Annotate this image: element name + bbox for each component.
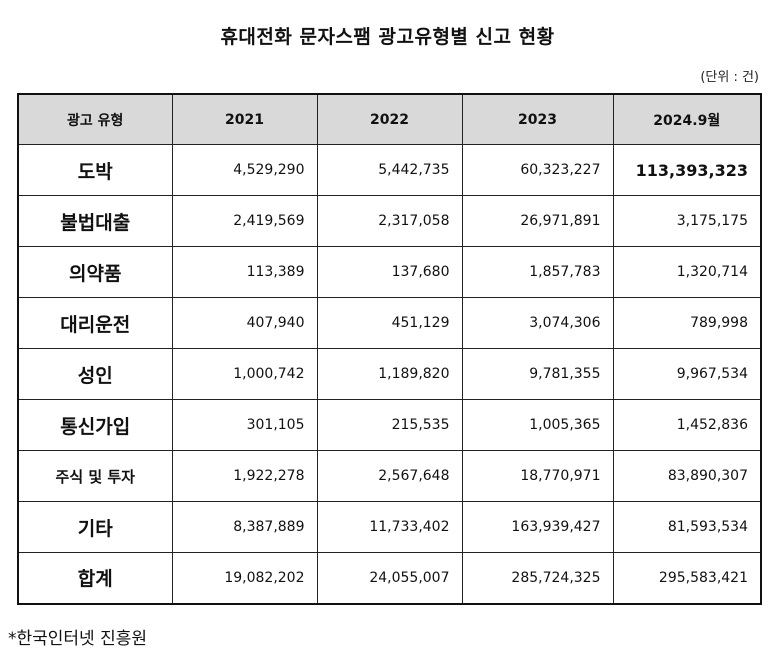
cell-2023: 1,005,365: [461, 399, 614, 451]
cell-2023: 163,939,427: [461, 501, 614, 553]
cell-2022: 11,733,402: [316, 501, 463, 553]
header-row: 광고 유형 2021 2022 2023 2024.9월: [17, 93, 762, 145]
cell-2022: 2,317,058: [316, 195, 463, 247]
source-note: *한국인터넷 진흥원: [8, 629, 148, 649]
cell-2021: 8,387,889: [171, 501, 318, 553]
cell-2023: 1,857,783: [461, 246, 614, 298]
cell-2024: 1,452,836: [612, 399, 762, 451]
cell-2024: 113,393,323: [612, 144, 762, 196]
cell-2024: 9,967,534: [612, 348, 762, 400]
unit-note: (단위 : 건): [700, 70, 759, 85]
table-row: 주식 및 투자 1,922,278 2,567,648 18,770,971 8…: [17, 450, 762, 502]
total-row: 합계 19,082,202 24,055,007 285,724,325 295…: [17, 552, 762, 604]
cell-2021: 301,105: [171, 399, 318, 451]
row-label: 기타: [17, 501, 173, 553]
cell-2024: 789,998: [612, 297, 762, 349]
cell-2023: 9,781,355: [461, 348, 614, 400]
cell-2021: 19,082,202: [171, 552, 318, 604]
header-ad-type: 광고 유형: [17, 93, 173, 145]
cell-2022: 1,189,820: [316, 348, 463, 400]
row-label: 성인: [17, 348, 173, 400]
cell-2022: 2,567,648: [316, 450, 463, 502]
cell-2023: 26,971,891: [461, 195, 614, 247]
cell-2022: 451,129: [316, 297, 463, 349]
spam-report-table: 광고 유형 2021 2022 2023 2024.9월 도박 4,529,29…: [17, 93, 762, 605]
cell-2023: 60,323,227: [461, 144, 614, 196]
table-row: 의약품 113,389 137,680 1,857,783 1,320,714: [17, 246, 762, 298]
cell-2021: 1,922,278: [171, 450, 318, 502]
cell-2024: 3,175,175: [612, 195, 762, 247]
row-label: 불법대출: [17, 195, 173, 247]
cell-2022: 5,442,735: [316, 144, 463, 196]
row-label: 대리운전: [17, 297, 173, 349]
cell-2022: 24,055,007: [316, 552, 463, 604]
cell-2021: 4,529,290: [171, 144, 318, 196]
cell-2024: 83,890,307: [612, 450, 762, 502]
table-row: 도박 4,529,290 5,442,735 60,323,227 113,39…: [17, 144, 762, 196]
cell-2021: 1,000,742: [171, 348, 318, 400]
table-row: 성인 1,000,742 1,189,820 9,781,355 9,967,5…: [17, 348, 762, 400]
header-2024: 2024.9월: [612, 93, 762, 145]
cell-2021: 2,419,569: [171, 195, 318, 247]
row-label: 통신가입: [17, 399, 173, 451]
row-label: 도박: [17, 144, 173, 196]
cell-2023: 285,724,325: [461, 552, 614, 604]
header-2022: 2022: [316, 93, 463, 145]
page-title: 휴대전화 문자스팸 광고유형별 신고 현황: [220, 26, 555, 48]
cell-2022: 137,680: [316, 246, 463, 298]
header-2021: 2021: [171, 93, 318, 145]
table-row: 기타 8,387,889 11,733,402 163,939,427 81,5…: [17, 501, 762, 553]
row-label: 의약품: [17, 246, 173, 298]
cell-2024: 295,583,421: [612, 552, 762, 604]
cell-2021: 407,940: [171, 297, 318, 349]
table-body: 도박 4,529,290 5,442,735 60,323,227 113,39…: [17, 144, 762, 604]
cell-2022: 215,535: [316, 399, 463, 451]
cell-2024: 81,593,534: [612, 501, 762, 553]
cell-2023: 3,074,306: [461, 297, 614, 349]
cell-2024: 1,320,714: [612, 246, 762, 298]
table-row: 통신가입 301,105 215,535 1,005,365 1,452,836: [17, 399, 762, 451]
cell-2021: 113,389: [171, 246, 318, 298]
table-row: 대리운전 407,940 451,129 3,074,306 789,998: [17, 297, 762, 349]
table-row: 불법대출 2,419,569 2,317,058 26,971,891 3,17…: [17, 195, 762, 247]
cell-2023: 18,770,971: [461, 450, 614, 502]
row-label: 합계: [17, 552, 173, 604]
header-2023: 2023: [461, 93, 614, 145]
row-label: 주식 및 투자: [17, 450, 173, 502]
